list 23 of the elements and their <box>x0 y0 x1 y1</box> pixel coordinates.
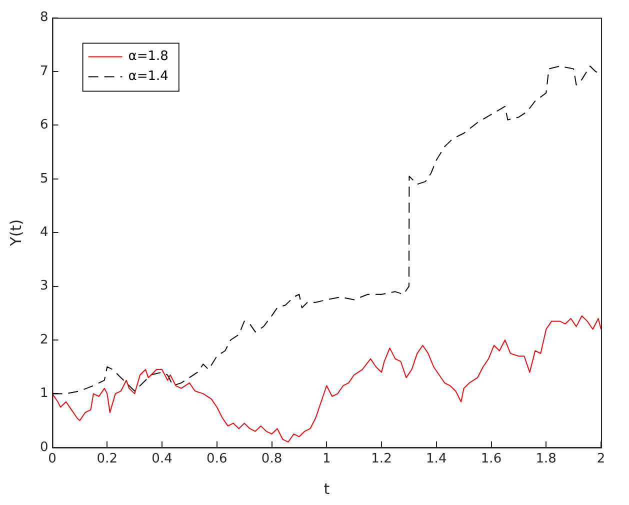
x-axis-title: t <box>324 480 330 498</box>
x-tick-label: 1.8 <box>536 452 556 467</box>
x-tick-label: 1.2 <box>371 452 392 467</box>
x-tick-label: 0.6 <box>206 452 228 467</box>
y-tick-label: 5 <box>40 171 48 186</box>
y-tick-label: 2 <box>40 332 48 348</box>
y-tick-label: 7 <box>40 64 48 79</box>
x-tick-label: 0.2 <box>96 452 118 467</box>
x-tick-label: 2 <box>596 452 606 467</box>
x-tick-label: 1 <box>322 452 331 467</box>
x-tick-label: 1.6 <box>480 452 502 467</box>
x-tick-label: 0.4 <box>152 452 172 467</box>
legend-label: α=1.4 <box>128 69 168 84</box>
y-tick-label: 0 <box>40 440 48 455</box>
y-tick-label: 4 <box>40 224 48 240</box>
y-tick-label: 1 <box>40 386 48 402</box>
y-tick-label: 3 <box>40 278 48 294</box>
y-tick-label: 8 <box>40 10 48 26</box>
y-tick-label: 6 <box>40 118 48 133</box>
legend-label: α=1.8 <box>128 49 168 64</box>
x-tick-label: 0.8 <box>261 452 282 467</box>
y-axis-title: Y(t) <box>6 219 25 247</box>
x-tick-label: 1.4 <box>426 452 447 467</box>
